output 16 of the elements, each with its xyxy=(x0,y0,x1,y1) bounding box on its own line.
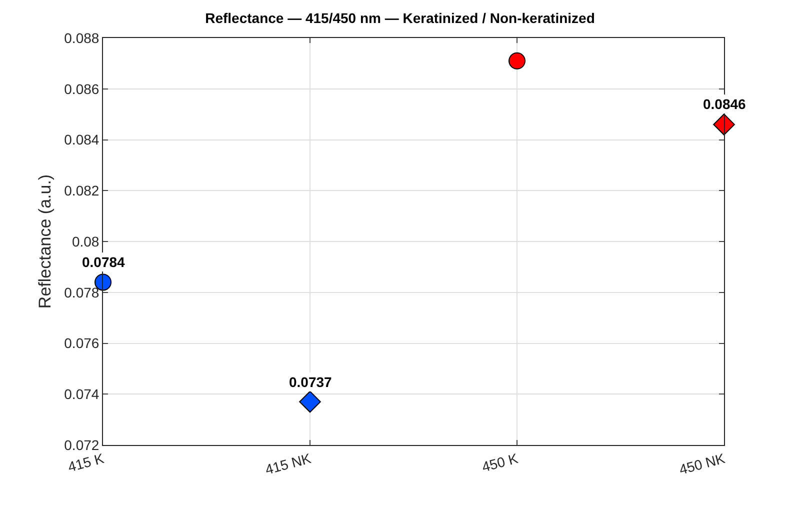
data-label: 0.0846 xyxy=(703,96,746,112)
chart-title: Reflectance — 415/450 nm — Keratinized / Non-keratinized xyxy=(205,10,595,26)
y-tick-label: 0.074 xyxy=(64,386,100,402)
y-tick-label: 0.086 xyxy=(64,80,100,97)
data-label: 0.0784 xyxy=(82,254,126,270)
x-tick-label: 415 NK xyxy=(263,450,314,478)
y-tick-label: 0.084 xyxy=(64,132,100,148)
x-tick-label: 450 NK xyxy=(677,450,728,478)
data-label: 0.0737 xyxy=(289,374,332,390)
y-tick-label: 0.088 xyxy=(64,30,100,46)
x-tick-label: 450 K xyxy=(480,450,520,475)
y-tick-label: 0.082 xyxy=(64,182,100,199)
y-tick-label: 0.078 xyxy=(64,284,100,300)
y-axis-title: Reflectance (a.u.) xyxy=(36,174,55,309)
y-tick-label: 0.076 xyxy=(64,335,100,352)
y-tick-label: 0.08 xyxy=(72,233,100,250)
